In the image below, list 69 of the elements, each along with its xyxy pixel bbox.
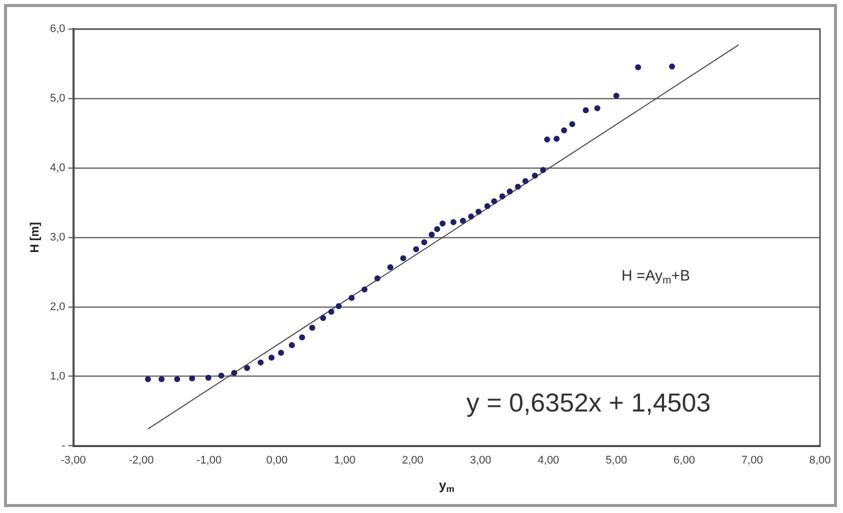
x-tick-label: 0,00 [266, 454, 288, 466]
point [244, 365, 250, 371]
y-tick-label: 6,0 [50, 23, 66, 36]
point [144, 376, 151, 382]
y-tick-label: 2,0 [50, 300, 66, 313]
point [428, 232, 435, 238]
x-tick-label: 6,00 [674, 454, 695, 466]
point [328, 308, 334, 315]
point [440, 220, 446, 227]
y-tick-label: 5,0 [50, 92, 66, 104]
point [400, 255, 406, 262]
point [540, 167, 546, 174]
x-tick-label: 4,00 [538, 454, 560, 466]
point [231, 370, 238, 376]
point [554, 136, 560, 142]
y-tick-label: 1,0 [50, 370, 66, 382]
point [484, 203, 490, 210]
point [258, 359, 264, 366]
y-tick-label: 4,0 [50, 162, 66, 174]
x-tick-label: 7,00 [741, 454, 763, 466]
x-tick-label: 1,00 [334, 454, 356, 466]
point [387, 264, 394, 270]
x-tick-label: 8,00 [809, 454, 831, 466]
x-tick-label: 2,00 [402, 454, 424, 466]
point [374, 275, 380, 282]
point [613, 92, 620, 99]
point [362, 286, 368, 292]
point [499, 193, 506, 200]
point [299, 334, 306, 340]
point [532, 172, 538, 179]
point [594, 105, 600, 112]
point [309, 324, 316, 331]
x-tick-label: 3,00 [470, 454, 492, 466]
point [189, 375, 196, 382]
point [491, 198, 498, 204]
x-tick-label: -1,00 [196, 454, 222, 466]
point [320, 314, 326, 321]
point [205, 374, 212, 381]
point [158, 376, 165, 382]
y-tick-label: 3,0 [50, 231, 66, 244]
point [561, 127, 568, 134]
point [278, 350, 284, 356]
point [514, 184, 521, 190]
point [635, 64, 642, 70]
point [468, 214, 474, 220]
point [522, 178, 528, 184]
point [476, 208, 482, 215]
y-axis-title: H [m] [27, 222, 42, 253]
point [544, 136, 550, 142]
point [434, 226, 440, 232]
point [288, 342, 295, 348]
x-tick-label: -3,00 [60, 454, 86, 466]
point [460, 218, 466, 224]
point [506, 188, 513, 195]
point [413, 246, 420, 252]
point [669, 64, 676, 70]
point [174, 376, 180, 382]
point [569, 121, 576, 128]
point [450, 219, 456, 226]
y-tick-label: - [62, 440, 66, 452]
point [336, 303, 342, 310]
point [268, 354, 275, 361]
point [421, 239, 428, 246]
point [348, 294, 355, 301]
x-tick-label: -2,00 [128, 454, 154, 466]
point [582, 107, 589, 114]
x-tick-label: 5,00 [606, 454, 628, 466]
annotation: y = 0,6352x + 1,4503 [466, 387, 711, 418]
point [218, 372, 224, 379]
